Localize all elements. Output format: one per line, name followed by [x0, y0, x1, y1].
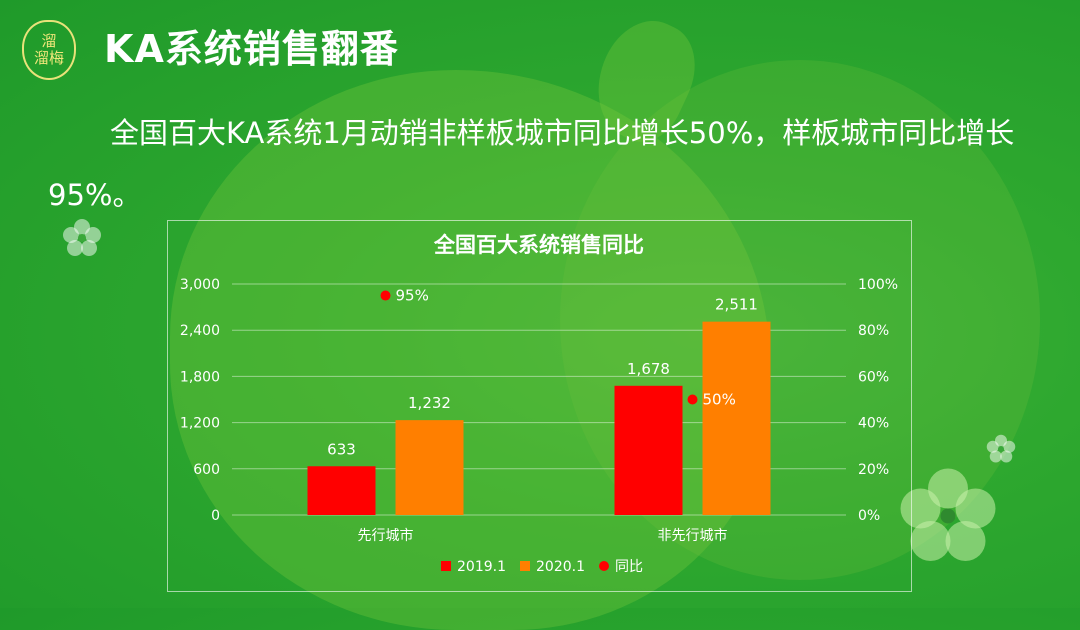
- right-axis-tick-label: 80%: [858, 323, 889, 339]
- chart-container: 全国百大系统销售同比 0 600 1,200 1,800 2,400 3,000 0% 20%…: [167, 220, 912, 592]
- right-axis-tick-label: 60%: [858, 369, 889, 385]
- left-axis-tick-label: 0: [211, 508, 220, 524]
- plum-flower-large-icon: [900, 468, 996, 561]
- logo-line-1: 溜: [41, 32, 57, 50]
- yoy-data-label: 50%: [703, 391, 736, 409]
- bar-data-label: 2,511: [715, 296, 758, 314]
- chart-title: 全国百大系统销售同比: [433, 233, 644, 257]
- bar-2019.1-非先行城市: [614, 385, 683, 515]
- background-leaf-shape: [170, 70, 770, 630]
- left-axis-tick-label: 2,400: [180, 323, 220, 339]
- yoy-point-先行城市: [380, 290, 391, 301]
- brand-logo: 溜 溜梅: [22, 20, 76, 80]
- bar-2019.1-先行城市: [307, 466, 376, 515]
- left-axis-tick-label: 1,800: [180, 369, 220, 385]
- plum-flower-icon: [986, 434, 1016, 463]
- yoy-data-label: 95%: [396, 287, 429, 305]
- summary-paragraph: 全国百大KA系统1月动销非样板城市同比增长50%，样板城市同比增长95%。: [48, 116, 1015, 212]
- bar-data-label: 1,678: [627, 360, 670, 378]
- left-axis-tick-label: 1,200: [180, 416, 220, 432]
- category-label: 先行城市: [358, 527, 414, 544]
- bar-2020.1-先行城市: [395, 420, 464, 515]
- right-axis-tick-label: 100%: [858, 277, 898, 293]
- category-label: 非先行城市: [658, 527, 728, 544]
- yoy-point-非先行城市: [687, 394, 698, 405]
- legend-label: 2020.1: [536, 559, 585, 575]
- bar-2020.1-非先行城市: [702, 321, 771, 515]
- page-title: KA系统销售翻番: [104, 27, 399, 71]
- plum-flower-icon: [63, 219, 101, 256]
- bar-data-label: 633: [327, 440, 356, 458]
- right-axis-tick-label: 40%: [858, 416, 889, 432]
- right-axis-tick-label: 0%: [858, 508, 880, 524]
- right-axis-tick-label: 20%: [858, 462, 889, 478]
- legend-label: 2019.1: [457, 559, 506, 575]
- bar-data-label: 1,232: [408, 394, 451, 412]
- left-axis-tick-label: 600: [193, 462, 220, 478]
- logo-line-2: 溜梅: [33, 49, 64, 67]
- sales-comparison-chart: 全国百大系统销售同比 0 600 1,200 1,800 2,400 3,000 0% 20%…: [180, 233, 898, 575]
- left-axis-tick-label: 3,000: [180, 277, 220, 293]
- legend-marker: [520, 561, 530, 571]
- legend-label: 同比: [615, 559, 643, 575]
- legend-marker: [599, 561, 609, 571]
- legend-marker: [441, 561, 451, 571]
